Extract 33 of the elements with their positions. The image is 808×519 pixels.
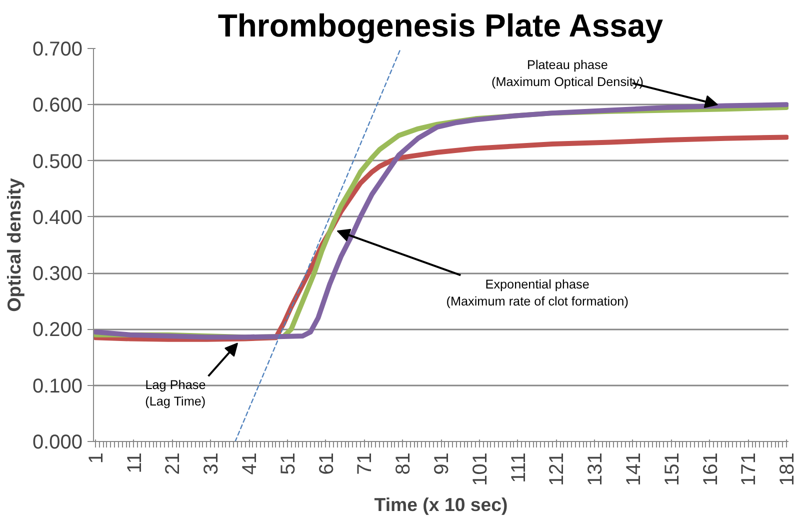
- y-axis-title: Optical density: [3, 178, 24, 312]
- x-tick-label: 1: [85, 452, 108, 464]
- x-tick-label: 121: [546, 452, 568, 486]
- x-tick-label: 151: [661, 452, 684, 486]
- y-tick-label: 0.000: [32, 432, 83, 454]
- annotation: Plateau phase (Maximum Optical Density): [492, 58, 644, 90]
- x-tick-label: 41: [239, 452, 262, 475]
- x-tick-label: 31: [200, 452, 223, 475]
- y-tick-label: 0.600: [32, 94, 83, 117]
- x-tick-label: 71: [354, 452, 376, 475]
- x-tick-label: 101: [469, 452, 492, 486]
- y-tick-label: 0.700: [32, 38, 83, 60]
- x-tick-label: 81: [392, 452, 415, 475]
- y-tick-label: 0.200: [32, 319, 83, 342]
- y-tick-label: 0.100: [32, 375, 83, 398]
- x-tick-label: 131: [584, 452, 607, 486]
- x-tick-label: 51: [277, 452, 300, 475]
- x-tick-label: 11: [124, 452, 146, 474]
- x-tick-label: 111: [508, 452, 530, 483]
- x-tick-label: 61: [316, 452, 338, 475]
- annotation: Exponential phase (Maximum rate of clot formation): [446, 278, 628, 308]
- x-tick-label: 181: [776, 452, 799, 486]
- y-tick-label: 0.400: [32, 206, 83, 229]
- x-tick-label: 161: [700, 452, 722, 486]
- x-axis-title: Time (x 10 sec): [374, 494, 508, 515]
- y-tick-label: 0.500: [32, 150, 83, 173]
- x-tick-label: 141: [622, 452, 645, 486]
- y-tick-label: 0.300: [32, 263, 83, 286]
- x-tick-label: 91: [431, 452, 453, 475]
- x-tick-label: 171: [738, 452, 760, 486]
- annotation: Lag Phase (Lag Time): [145, 378, 206, 409]
- chart-title: Thrombogenesis Plate Assay: [218, 8, 664, 44]
- x-tick-label: 21: [162, 452, 184, 475]
